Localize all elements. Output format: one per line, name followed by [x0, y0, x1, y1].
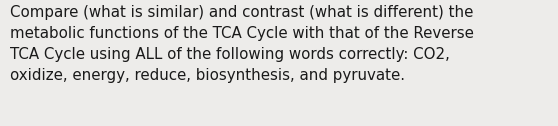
Text: Compare (what is similar) and contrast (what is different) the
metabolic functio: Compare (what is similar) and contrast (… [10, 5, 474, 83]
